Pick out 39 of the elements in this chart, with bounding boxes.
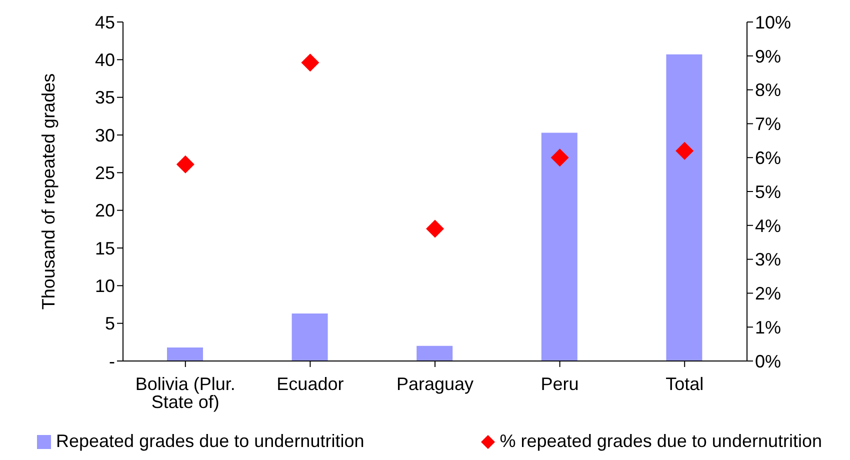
y-tick-label: 45	[94, 12, 115, 32]
legend-label: % repeated grades due to undernutrition	[498, 431, 822, 452]
y2-tick-label: 4%	[755, 216, 782, 236]
y-tick-label: 10	[94, 276, 115, 296]
point	[301, 54, 320, 72]
y2-tick-label: 6%	[755, 148, 782, 168]
point	[550, 148, 569, 167]
bar	[666, 54, 702, 361]
y-tick-label: 20	[94, 200, 115, 221]
y-tick-label: 35	[94, 88, 115, 108]
bar	[292, 314, 328, 361]
bar	[167, 347, 203, 361]
x-tick-label: Ecuador	[276, 374, 344, 394]
y2-tick-label: 0%	[755, 351, 782, 372]
y2-tick-label: 9%	[755, 46, 782, 66]
bar	[416, 346, 453, 361]
legend-label: Repeated grades due to undernutrition	[55, 431, 364, 452]
y2-tick-label: 8%	[755, 80, 782, 100]
y-tick-label: 5	[104, 314, 115, 334]
y2-tick-label: 5%	[755, 182, 782, 202]
y2-tick-label: 3%	[755, 250, 782, 270]
point	[176, 155, 194, 174]
y2-tick-label: 10%	[755, 12, 792, 32]
y2-tick-label: 7%	[755, 114, 782, 134]
x-tick-label: Bolivia (Plur. State of)	[135, 374, 236, 412]
y-axis-title: Thousand of repeated grades	[38, 73, 58, 310]
y-tick-label: -	[109, 351, 115, 372]
point	[676, 142, 694, 160]
x-tick-label: Peru	[540, 374, 579, 394]
y2-tick-label: 1%	[755, 317, 782, 338]
x-tick-label: Paraguay	[396, 374, 474, 394]
y-tick-label: 15	[94, 238, 115, 258]
y-tick-label: 25	[94, 163, 115, 184]
bar	[541, 132, 578, 361]
point	[426, 220, 444, 238]
y-tick-label: 30	[94, 125, 115, 146]
y2-tick-label: 2%	[755, 284, 782, 304]
x-tick-label: Total	[666, 374, 704, 394]
y-tick-label: 40	[94, 50, 115, 70]
